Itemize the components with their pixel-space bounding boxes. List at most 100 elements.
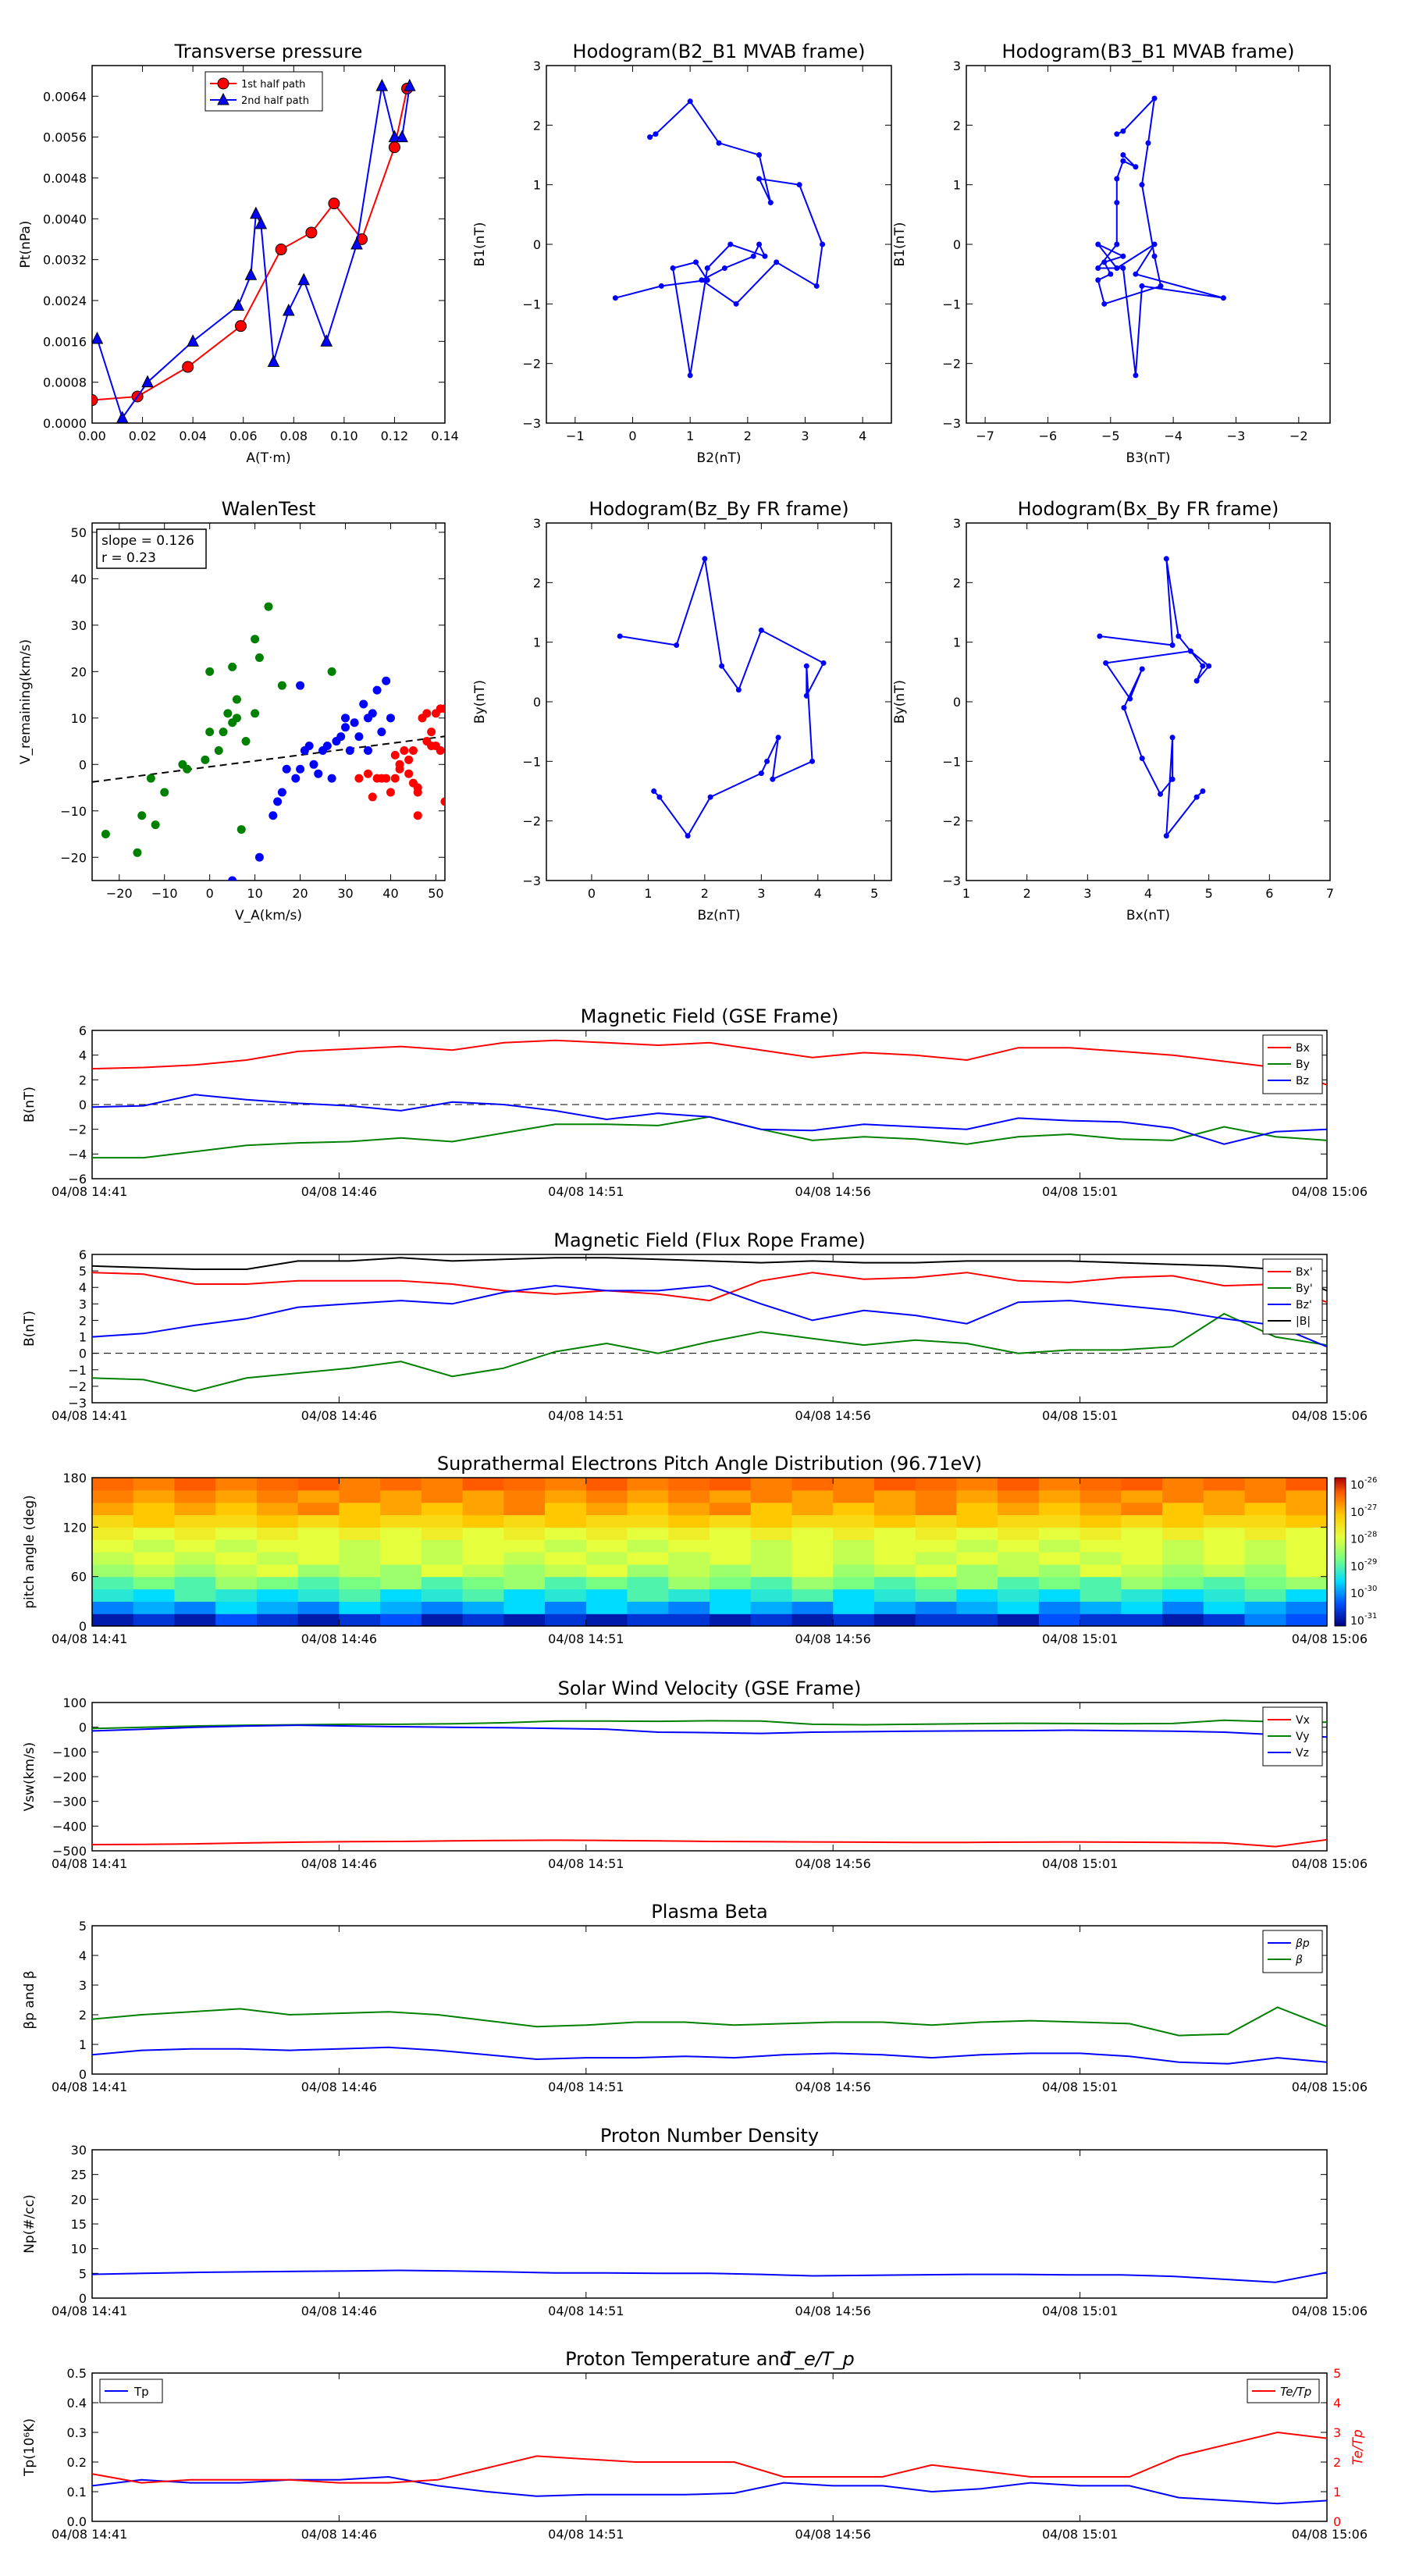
pad-cell bbox=[503, 1478, 546, 1491]
h1-xtick-label: 3 bbox=[801, 429, 809, 443]
pad-cell bbox=[750, 1589, 793, 1602]
vsw-legend-label: Vy bbox=[1296, 1731, 1310, 1743]
pad-cell bbox=[915, 1564, 957, 1578]
pad-cell bbox=[503, 1527, 546, 1540]
pad-cell bbox=[750, 1489, 793, 1503]
pad-cell bbox=[1162, 1601, 1204, 1614]
h1-point bbox=[704, 277, 710, 283]
mf_fr-legend-label: |B| bbox=[1296, 1315, 1311, 1328]
walen-point bbox=[304, 742, 314, 751]
h4-point bbox=[1176, 633, 1182, 639]
pad-cell bbox=[545, 1576, 587, 1590]
pad-cell bbox=[1038, 1589, 1081, 1602]
tp-ytick-label: 0.0008 bbox=[43, 375, 87, 390]
h3-frame bbox=[546, 522, 892, 881]
pad-cell bbox=[1080, 1527, 1122, 1540]
tp_ratio-time-label: 04/08 15:01 bbox=[1042, 2527, 1118, 2542]
mf_gse-ytick-label: 6 bbox=[79, 1023, 87, 1038]
h2-ytick-label: −1 bbox=[942, 297, 961, 311]
beta-ytick-label: 5 bbox=[79, 1919, 87, 1934]
pad-cell bbox=[1244, 1589, 1286, 1602]
vsw-ytick-label: −100 bbox=[52, 1745, 87, 1759]
tp_ratio-time-label: 04/08 15:06 bbox=[1292, 2527, 1368, 2542]
pad-cell bbox=[503, 1552, 546, 1565]
beta-series-line-1 bbox=[92, 2006, 1327, 2037]
h1-point bbox=[813, 283, 820, 289]
walen-point bbox=[219, 728, 228, 737]
mf_gse-plot-area bbox=[92, 1039, 1327, 1159]
vsw-time-label: 04/08 14:41 bbox=[52, 1856, 127, 1871]
pad-cell bbox=[545, 1502, 587, 1516]
pad-colorbar-exponent: -31 bbox=[1364, 1612, 1377, 1621]
h3-point bbox=[651, 788, 657, 794]
pad-cell bbox=[92, 1564, 134, 1578]
walen-xtick-label: 40 bbox=[382, 886, 398, 901]
beta-time-label: 04/08 15:06 bbox=[1292, 2080, 1368, 2094]
pad-cell bbox=[462, 1514, 504, 1528]
pad-cell bbox=[545, 1614, 587, 1627]
pad-time-label: 04/08 14:41 bbox=[52, 1631, 127, 1646]
walen-xtick-label: −20 bbox=[106, 886, 133, 901]
vsw-time-label: 04/08 14:51 bbox=[548, 1856, 624, 1871]
pad-cell bbox=[873, 1589, 916, 1602]
walen-point bbox=[341, 723, 350, 732]
pad-cell bbox=[339, 1614, 381, 1627]
mf_fr-ytick-label: 5 bbox=[79, 1264, 87, 1279]
walen-ytick-label: 10 bbox=[71, 711, 87, 726]
tp_ratio-y2tick-label: 1 bbox=[1333, 2485, 1341, 2500]
np-ytick-label: 25 bbox=[71, 2168, 87, 2183]
walen-point bbox=[372, 685, 382, 695]
pad-cell bbox=[256, 1601, 299, 1614]
pad-cell bbox=[92, 1552, 134, 1565]
mf_fr-series-line-0 bbox=[92, 1272, 1327, 1304]
np-ytick-label: 10 bbox=[71, 2242, 87, 2257]
pad-cell bbox=[256, 1576, 299, 1590]
pad-cell bbox=[421, 1601, 464, 1614]
mf_fr-chart: Magnetic Field (Flux Rope Frame) −3 −2−1 0 1… bbox=[22, 1229, 1368, 1423]
pad-cell bbox=[956, 1514, 998, 1528]
pad-cell bbox=[133, 1552, 176, 1565]
h4-xtick-label: 6 bbox=[1265, 886, 1273, 901]
pad-cell bbox=[668, 1601, 710, 1614]
tp-xtick-label: 0.02 bbox=[129, 429, 157, 443]
pad-cell bbox=[750, 1539, 793, 1553]
pad-cell bbox=[873, 1614, 916, 1627]
h3-title: Hodogram(Bz_By FR frame) bbox=[589, 498, 848, 520]
pad-cell bbox=[710, 1564, 752, 1578]
tp-point bbox=[244, 268, 258, 280]
pad-cell bbox=[710, 1527, 752, 1540]
walen-point bbox=[336, 732, 346, 742]
tp-point bbox=[396, 130, 408, 143]
tp-chart: Transverse pressure 0.0000 0.0008 0.0016 0.0… bbox=[18, 41, 459, 466]
pad-cell bbox=[545, 1601, 587, 1614]
walen-point bbox=[277, 681, 286, 690]
pad-title: Suprathermal Electrons Pitch Angle Distr… bbox=[437, 1453, 982, 1475]
pad-cell bbox=[1286, 1502, 1328, 1516]
h2-point bbox=[1133, 164, 1139, 170]
pad-cell bbox=[998, 1539, 1040, 1553]
np-ytick-label: 20 bbox=[71, 2192, 87, 2207]
pad-cell bbox=[710, 1601, 752, 1614]
pad-cell bbox=[1038, 1502, 1081, 1516]
pad-cell bbox=[215, 1478, 258, 1491]
walen-point bbox=[354, 732, 364, 742]
pad-cell bbox=[627, 1589, 669, 1602]
h3-point bbox=[764, 758, 770, 764]
tp-frame bbox=[91, 65, 446, 424]
tp-point bbox=[116, 411, 129, 423]
beta-plot-area bbox=[92, 2006, 1327, 2065]
pad-colorbar-exponent: -30 bbox=[1364, 1585, 1377, 1593]
h3-point bbox=[702, 556, 708, 562]
pad-cell bbox=[545, 1478, 587, 1491]
walen-point bbox=[314, 769, 323, 778]
pad-cell bbox=[174, 1514, 216, 1528]
vsw-legend-label: Vx bbox=[1296, 1714, 1310, 1727]
h1-point bbox=[733, 301, 739, 307]
pad-cell bbox=[133, 1502, 176, 1516]
pad-cell bbox=[710, 1576, 752, 1590]
h1-point bbox=[756, 176, 763, 182]
h3-xtick-label: 2 bbox=[701, 886, 709, 901]
pad-cell bbox=[215, 1539, 258, 1553]
walen-xtick-label: 10 bbox=[247, 886, 262, 901]
pad-cell bbox=[585, 1539, 628, 1553]
